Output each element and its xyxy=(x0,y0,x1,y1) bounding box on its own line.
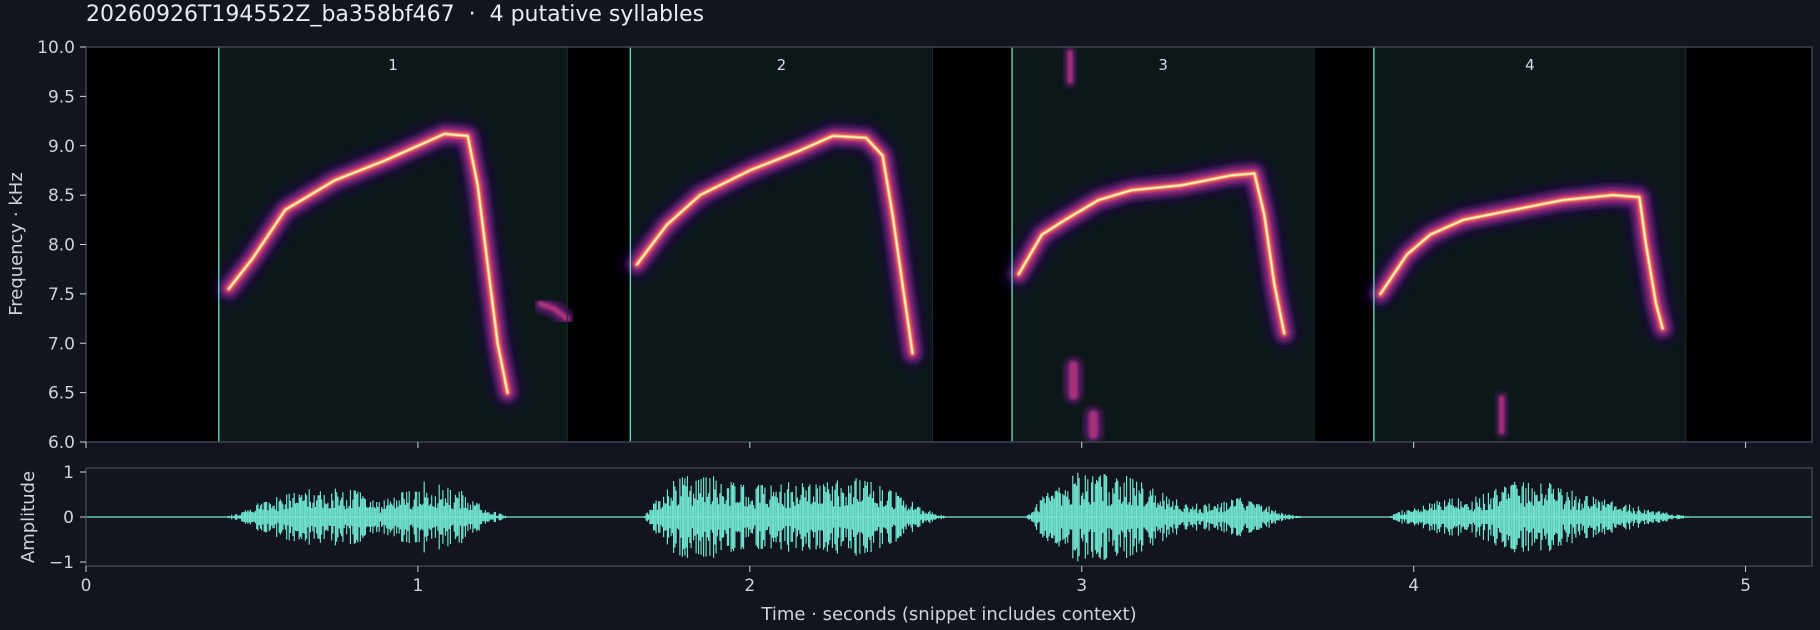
frequency-tick-label: 7.5 xyxy=(48,285,75,305)
frequency-tick-label: 9.0 xyxy=(48,137,75,157)
frequency-tick-label: 6.5 xyxy=(48,384,75,404)
frequency-tick-label: 6.0 xyxy=(48,433,75,453)
chart-title: 20260926T194552Z_ba358bf467 · 4 putative… xyxy=(86,2,705,27)
syllable-onsets: 1 2 3 4 xyxy=(218,47,1687,442)
frequency-axis-title: Frequency · kHz xyxy=(6,172,27,316)
waveform-burst-1 xyxy=(226,481,510,553)
time-tick-label: 0 xyxy=(81,576,92,596)
syllable-label-4: 4 xyxy=(1525,56,1535,74)
amplitude-axis-title: Amplitude xyxy=(18,471,39,563)
syllable-label-3: 3 xyxy=(1158,56,1168,74)
waveform-panel: 1 0 −1 0 1 2 3 4 5 Amplitude Time · seconds (sn… xyxy=(18,463,1813,625)
time-tick-label: 1 xyxy=(413,576,424,596)
syllable-contour-1 xyxy=(215,120,575,406)
frequency-tick-label: 10.0 xyxy=(37,38,75,58)
waveform-burst-4 xyxy=(1387,481,1692,553)
waveform-burst-2 xyxy=(644,476,950,558)
spectrogram-time-ticks xyxy=(85,442,1747,448)
frequency-tick-label: 8.5 xyxy=(48,186,75,206)
syllable-contour-4 xyxy=(1367,182,1676,342)
noise-blob-core-3 xyxy=(1089,410,1098,439)
syllable-regions xyxy=(218,47,1686,442)
syllable-label-1: 1 xyxy=(388,56,398,74)
amplitude-tick-label: 1 xyxy=(63,463,74,483)
syllable-contour-3 xyxy=(1005,160,1298,347)
time-tick-label: 5 xyxy=(1740,576,1751,596)
spectrogram-panel: 1 2 3 4 6.0 6.5 7.0 7.5 8.0 8.5 9.0 9.5 10.0 Freque… xyxy=(6,38,1813,453)
frequency-tick-label: 7.0 xyxy=(48,334,75,354)
noise-blob-core-4 xyxy=(1499,395,1505,435)
harmonic-fragment-core xyxy=(538,301,570,322)
time-tick-label: 3 xyxy=(1076,576,1087,596)
frequency-axis-ticks: 6.0 6.5 7.0 7.5 8.0 8.5 9.0 9.5 10.0 xyxy=(37,38,86,453)
waveform-burst-3 xyxy=(1026,472,1301,562)
syllable-region-2 xyxy=(630,47,933,442)
time-axis-ticks: 0 1 2 3 4 5 xyxy=(81,566,1751,596)
time-tick-label: 2 xyxy=(744,576,755,596)
amplitude-tick-label: −1 xyxy=(49,553,74,573)
spectrogram-contours xyxy=(215,47,1676,442)
time-tick-label: 4 xyxy=(1408,576,1419,596)
syllable-contour-2 xyxy=(624,122,926,367)
waveform-bursts xyxy=(226,472,1692,562)
time-axis-title: Time · seconds (snippet includes context… xyxy=(760,604,1136,625)
syllable-label-2: 2 xyxy=(777,56,787,74)
noise-blob-core-1 xyxy=(1067,50,1073,84)
amplitude-tick-label: 0 xyxy=(63,508,74,528)
frequency-tick-label: 8.0 xyxy=(48,236,75,256)
amplitude-axis-ticks: 1 0 −1 xyxy=(49,463,86,573)
frequency-tick-label: 9.5 xyxy=(48,87,75,107)
noise-blob-core-2 xyxy=(1069,361,1078,400)
